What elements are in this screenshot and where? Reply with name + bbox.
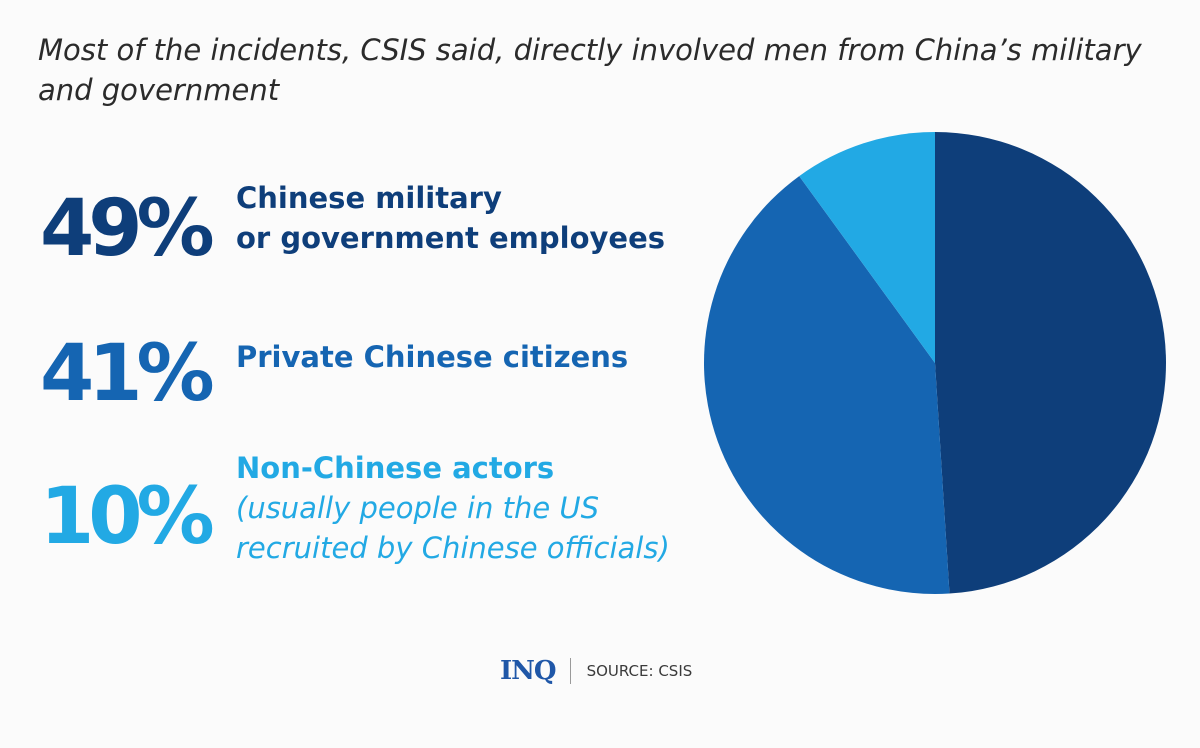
stat-percent: 49% xyxy=(40,184,215,274)
stat-label: Chinese military or government employees xyxy=(236,178,665,258)
chart-title: Most of the incidents, CSIS said, direct… xyxy=(38,33,1142,107)
stat-note-line: (usually people in the US xyxy=(236,491,600,525)
pie-chart xyxy=(704,132,1166,594)
stat-percent: 41% xyxy=(40,329,215,419)
stat-label: Private Chinese citizens xyxy=(236,337,628,377)
stat-label-line: Non-Chinese actors xyxy=(236,451,555,485)
pie-slice-3 xyxy=(799,132,935,363)
stat-note-line: recruited by Chinese officials) xyxy=(236,531,670,565)
stat-label-line: Private Chinese citizens xyxy=(236,340,629,374)
stat-percent: 10% xyxy=(40,472,215,562)
footer-divider xyxy=(569,658,571,684)
stat-label-line: Chinese military xyxy=(236,181,502,215)
pie-slice-2 xyxy=(704,176,950,594)
source-label: SOURCE: CSIS xyxy=(586,662,693,680)
inq-logo: INQ xyxy=(500,656,557,686)
stat-label-line: or government employees xyxy=(236,221,666,255)
stat-label: Non-Chinese actors (usually people in th… xyxy=(236,448,670,568)
pie-slice-1 xyxy=(935,132,1166,594)
footer: INQ SOURCE: CSIS xyxy=(500,656,692,686)
